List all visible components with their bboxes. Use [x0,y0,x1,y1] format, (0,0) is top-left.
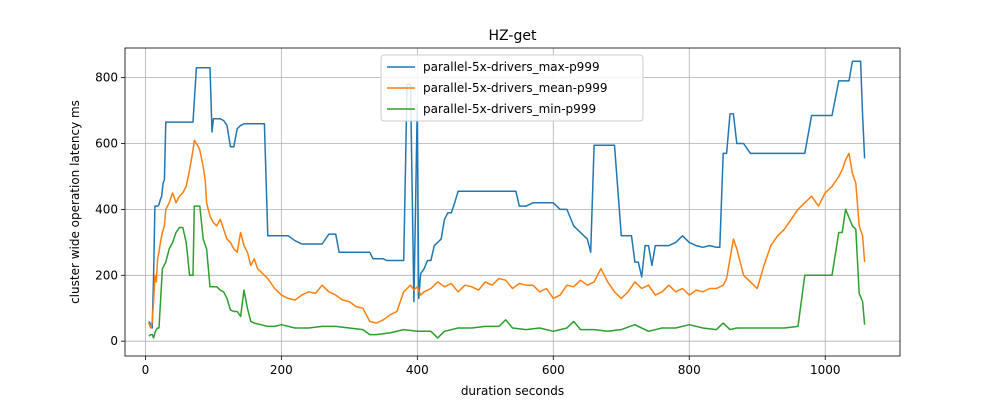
chart-title: HZ-get [489,28,537,44]
legend-box [380,54,644,122]
series-line-1 [148,139,866,329]
legend-entry-1: parallel-5x-drivers_mean-p999 [423,81,607,95]
y-tick-label: 0 [110,334,118,348]
x-tick-label: 200 [270,363,293,377]
plot-frame [124,47,901,357]
x-axis-label: duration seconds [461,384,564,398]
ticks: 0 200 400 600 800 1000 0 200 400 600 800 [95,71,840,377]
x-tick-label: 600 [542,363,565,377]
legend-entry-0: parallel-5x-drivers_max-p999 [423,60,600,74]
y-tick-label: 400 [95,202,118,216]
legend: parallel-5x-drivers_max-p999 parallel-5x-… [380,54,644,122]
y-tick-label: 600 [95,137,118,151]
series-line-0 [148,60,866,329]
x-tick-label: 0 [142,363,150,377]
y-axis-label: cluster wide operation latency ms [68,100,82,304]
legend-entry-2: parallel-5x-drivers_min-p999 [423,102,596,116]
y-tick-label: 800 [95,71,118,85]
series-layer [148,60,866,339]
y-tick-label: 200 [95,268,118,282]
series-line-2 [148,205,866,339]
x-tick-label: 1000 [810,363,841,377]
x-tick-label: 400 [406,363,429,377]
x-tick-label: 800 [678,363,701,377]
